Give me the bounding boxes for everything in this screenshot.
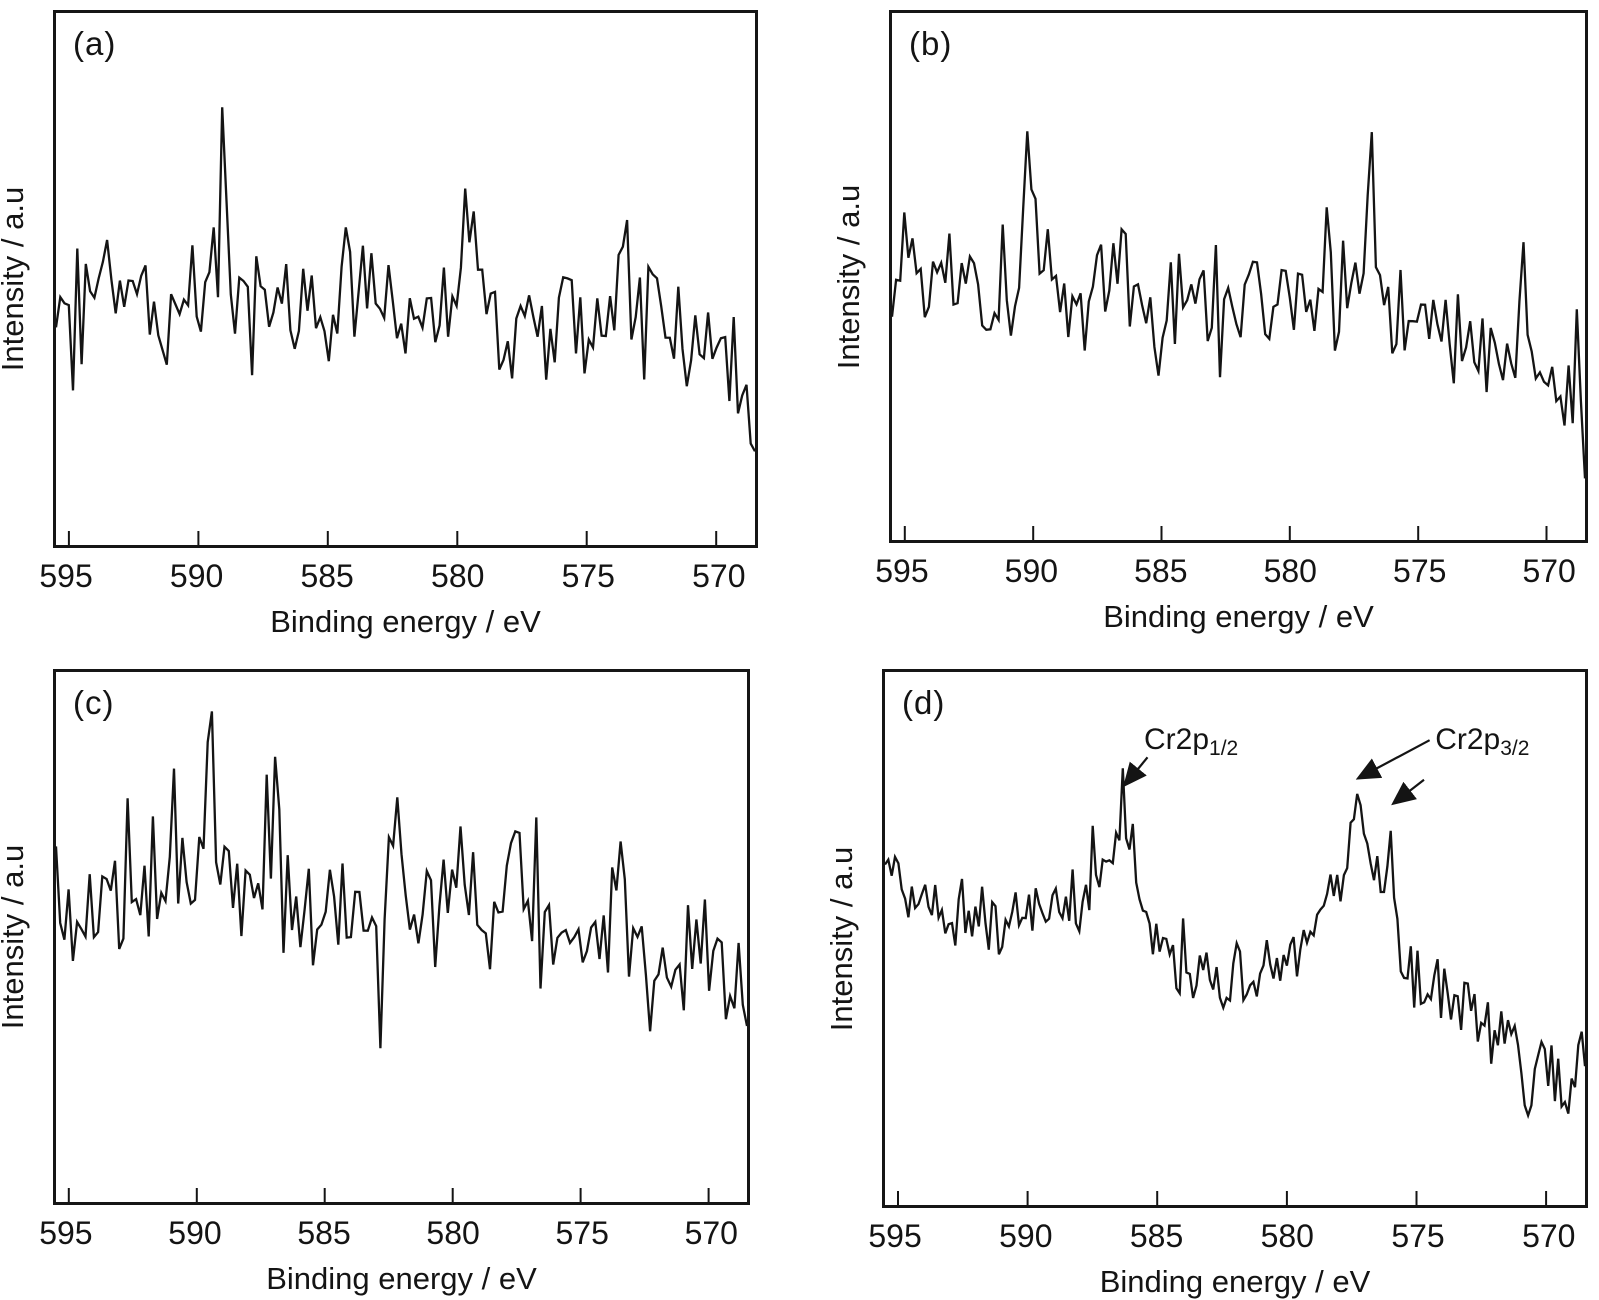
x-axis-tick-labels-a: 595 590 585 580 575 570 — [39, 558, 758, 598]
plot-area-a: (a) — [53, 10, 758, 548]
x-tick-label: 575 — [555, 1215, 609, 1251]
x-tick-label: 585 — [1134, 553, 1188, 589]
spectrum-plot-d — [885, 739, 1585, 1205]
x-tick-label: 590 — [1004, 553, 1059, 589]
spectrum-trace — [892, 131, 1585, 479]
y-axis-label-c: Intensity / a.u — [0, 844, 30, 1030]
x-tick-label: 585 — [300, 558, 354, 594]
x-axis-tick-labels-b: 595 590 585 580 575 570 — [875, 553, 1588, 593]
x-tick-label: 580 — [426, 1215, 480, 1251]
plot-area-b: (b) — [889, 10, 1588, 543]
annotation-arrow — [1391, 778, 1425, 806]
panel-b: (b) Intensity / a.u 595 590 585 580 575 570 B… — [831, 10, 1588, 634]
x-tick-label: 595 — [39, 1215, 93, 1251]
plot-area-d: (d) Cr2p1/2 Cr2p3/2 — [882, 669, 1588, 1208]
x-tick-label: 590 — [169, 558, 224, 594]
x-axis-ticks — [903, 526, 1548, 540]
annotation-arrow — [1355, 739, 1431, 780]
y-axis-label-a: Intensity / a.u — [0, 186, 30, 372]
peak-label-cr2p-1-2: Cr2p1/2 — [1144, 723, 1239, 761]
plot-area-c: (c) — [53, 669, 750, 1205]
x-tick-label: 580 — [1260, 1218, 1314, 1254]
spectrum-plot-b — [892, 131, 1585, 540]
x-tick-label: 595 — [39, 558, 93, 594]
x-tick-label: 595 — [868, 1218, 922, 1254]
x-tick-label: 575 — [1391, 1218, 1445, 1254]
x-tick-label: 575 — [561, 558, 615, 594]
x-tick-label: 595 — [875, 553, 929, 589]
x-tick-label: 575 — [1393, 553, 1447, 589]
x-axis-tick-labels-c: 595 590 585 580 575 570 — [39, 1215, 750, 1255]
x-tick-label: 570 — [684, 1215, 738, 1251]
panel-letter-d: (d) — [902, 684, 946, 721]
spectrum-trace — [885, 768, 1585, 1120]
panel-d: (d) Cr2p1/2 Cr2p3/2 Intensity / a.u 595 59… — [824, 669, 1588, 1299]
panel-letter-c: (c) — [73, 684, 115, 721]
spectrum-trace — [56, 107, 755, 452]
x-axis-title-b: Binding energy / eV — [1103, 599, 1374, 634]
x-tick-label: 580 — [431, 558, 485, 594]
y-axis-label-d: Intensity / a.u — [824, 846, 859, 1031]
x-tick-label: 580 — [1263, 553, 1317, 589]
annotation-arrows — [1123, 739, 1431, 806]
spectrum-trace — [56, 711, 747, 1049]
annotation-arrow — [1123, 756, 1149, 788]
x-axis-tick-labels-d: 595 590 585 580 575 570 — [868, 1218, 1588, 1258]
spectrum-plot-c — [56, 711, 747, 1202]
spectrum-plot-a — [56, 107, 755, 545]
x-tick-label: 570 — [1522, 553, 1576, 589]
panel-letter-a: (a) — [73, 25, 117, 62]
x-tick-label: 570 — [1522, 1218, 1576, 1254]
x-tick-label: 585 — [1129, 1218, 1184, 1254]
panel-c: (c) Intensity / a.u 595 590 585 580 575 570 B… — [0, 669, 750, 1296]
x-axis-ticks — [67, 531, 718, 545]
panel-letter-b: (b) — [909, 25, 953, 62]
x-axis-title-a: Binding energy / eV — [270, 604, 541, 639]
y-axis-label-b: Intensity / a.u — [831, 184, 866, 369]
panel-a: (a) Intensity / a.u 595 590 585 580 575 570 B… — [0, 10, 758, 639]
x-tick-label: 585 — [297, 1215, 351, 1251]
x-tick-label: 590 — [999, 1218, 1053, 1254]
x-tick-label: 590 — [168, 1215, 222, 1251]
x-axis-title-c: Binding energy / eV — [266, 1261, 537, 1296]
x-axis-ticks — [67, 1188, 710, 1202]
x-tick-label: 570 — [692, 558, 746, 594]
peak-label-cr2p-3-2: Cr2p3/2 — [1435, 723, 1530, 761]
x-axis-title-d: Binding energy / eV — [1099, 1264, 1371, 1299]
x-axis-ticks — [897, 1191, 1548, 1205]
